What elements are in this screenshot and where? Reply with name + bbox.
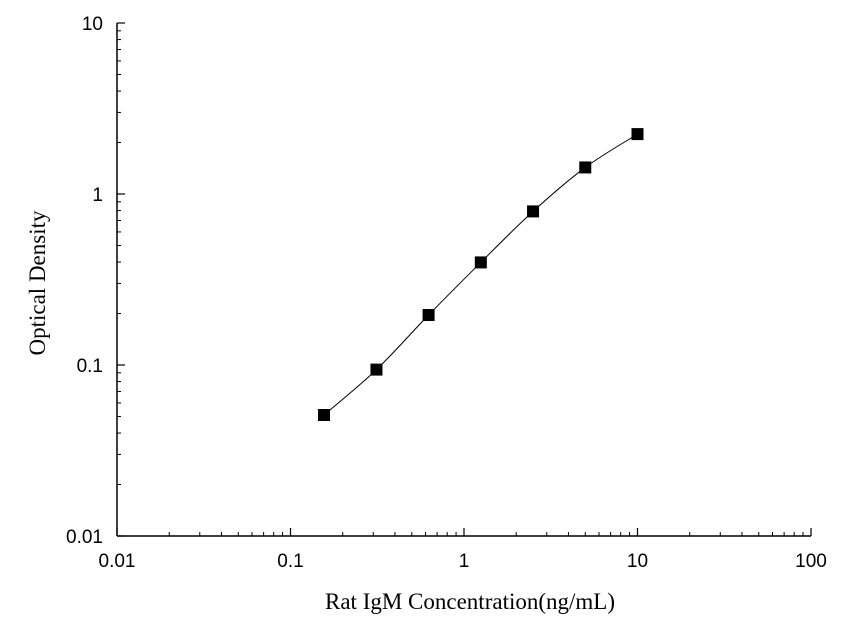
- data-point: [631, 128, 644, 141]
- data-point: [527, 205, 540, 218]
- data-point: [318, 409, 331, 422]
- y-tick-labels: 0.01 0.1 1 10: [66, 14, 103, 548]
- x-tick-label: 10: [627, 551, 648, 572]
- data-points: [318, 128, 644, 422]
- x-tick-label: 1: [459, 551, 470, 572]
- x-axis-label: Rat IgM Concentration(ng/mL): [325, 589, 615, 614]
- x-tick-labels: 0.01 0.1 1 10 100: [99, 551, 827, 572]
- data-point: [422, 309, 435, 322]
- data-point: [579, 161, 592, 174]
- data-point: [474, 256, 487, 269]
- x-tick-label: 0.01: [99, 551, 136, 572]
- x-tick-label: 0.1: [277, 551, 303, 572]
- y-tick-label: 0.01: [66, 527, 103, 548]
- y-axis-label: Optical Density: [25, 210, 50, 355]
- data-point: [370, 363, 383, 376]
- y-tick-label: 10: [82, 14, 103, 35]
- y-tick-label: 0.1: [77, 356, 103, 377]
- y-tick-label: 1: [92, 185, 103, 206]
- x-tick-label: 100: [795, 551, 827, 572]
- tick-marks: [116, 22, 812, 537]
